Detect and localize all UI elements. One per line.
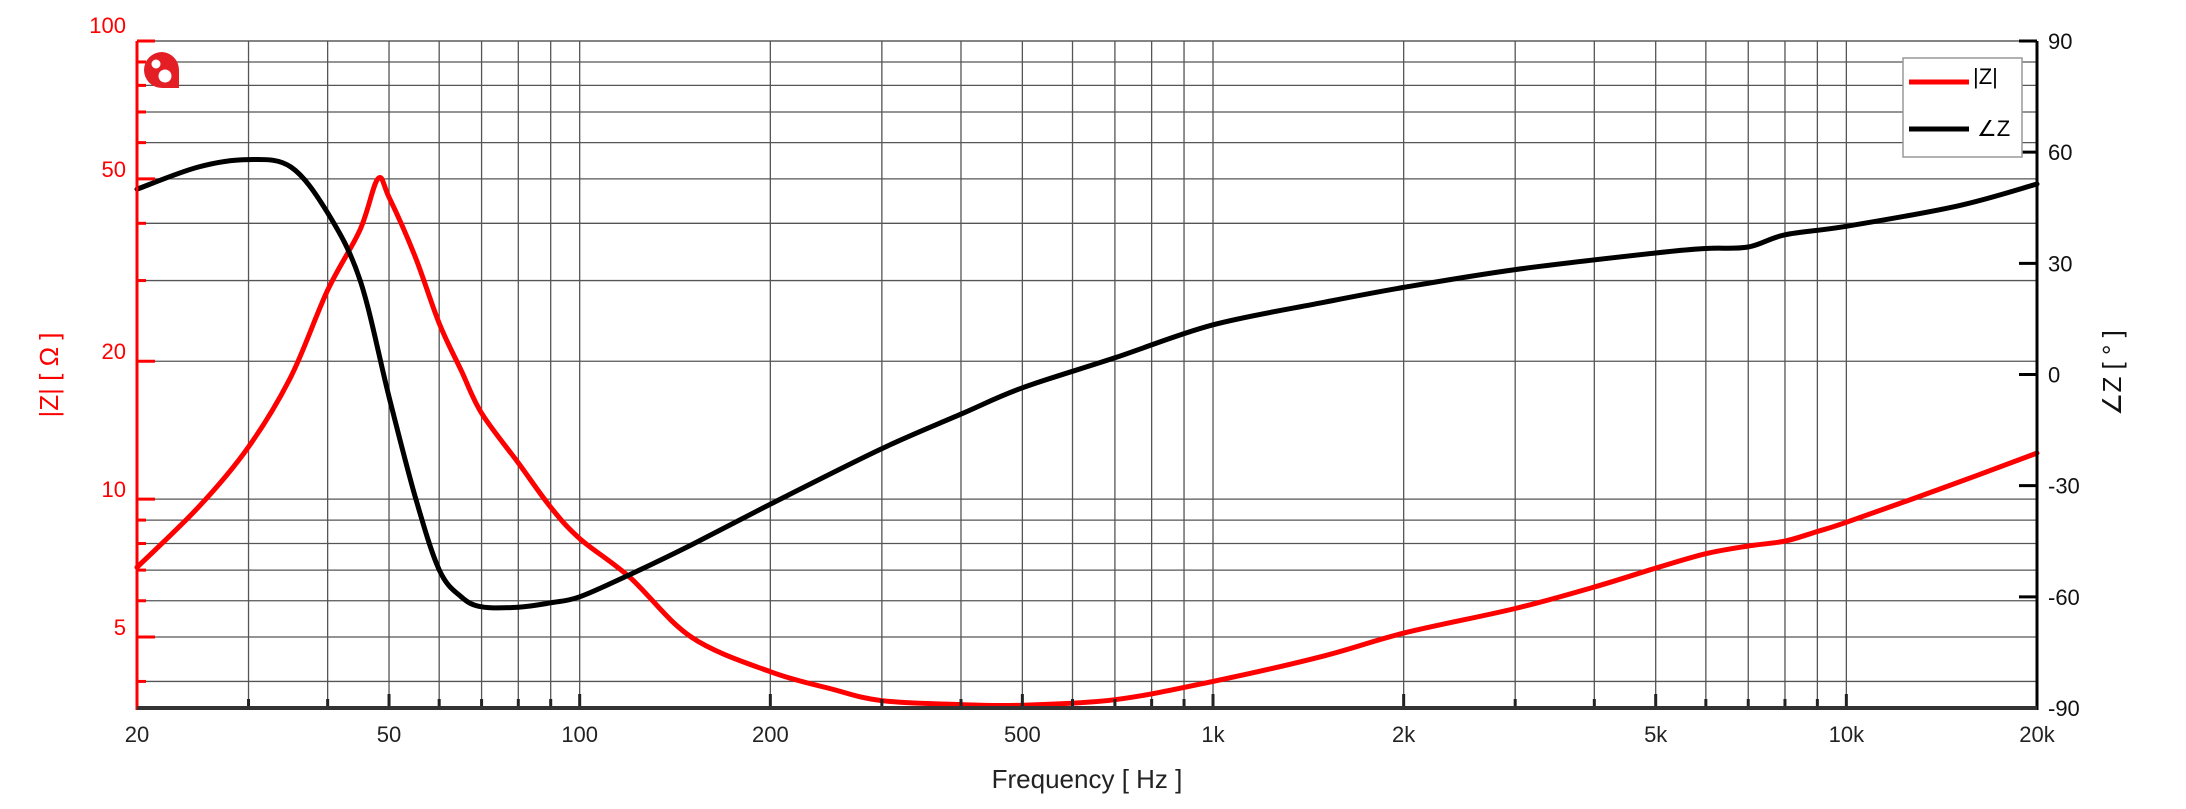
left-tick-label: 10 [102,477,126,502]
x-tick-label: 10k [1829,722,1865,747]
x-tick-label: 100 [561,722,598,747]
brand-logo-icon [144,52,180,88]
x-tick-label: 20k [2019,722,2055,747]
tick-labels: 90 60 30 0 -30 -60 -90 20 50 100 200 500 1k 2k 5k 10k 20… [89,13,2080,747]
right-axis-title: ∠Z [ ° ] [2097,330,2127,416]
impedance-curve [134,175,2040,709]
axes [135,39,2039,710]
right-tick-label: -30 [2048,474,2080,499]
right-tick-label: 90 [2048,29,2072,54]
left-tick-label: 20 [102,339,126,364]
legend: |Z| ∠Z [1902,57,2023,158]
right-tick-label: -60 [2048,585,2080,610]
right-tick-label: 60 [2048,140,2072,165]
x-tick-label: 5k [1644,722,1668,747]
x-axis-title: Frequency [ Hz ] [992,764,1183,794]
legend-phase-label: ∠Z [1977,116,2010,141]
x-tick-label: 20 [125,722,149,747]
left-tick-label: 50 [102,157,126,182]
x-tick-label: 500 [1004,722,1041,747]
left-axis-title: |Z| [ Ω ] [34,333,64,418]
right-tick-label: -90 [2048,696,2080,721]
left-tick-label: 100 [89,13,126,38]
x-tick-label: 2k [1392,722,1416,747]
left-tick-label: 5 [114,615,126,640]
data-curves [134,157,2040,709]
right-tick-label: 0 [2048,363,2060,388]
x-tick-label: 1k [1201,722,1225,747]
right-tick-label: 30 [2048,251,2072,276]
x-tick-label: 200 [752,722,789,747]
phase-curve [134,157,2040,611]
x-tick-label: 50 [377,722,401,747]
grid-lines [137,40,2037,708]
legend-impedance-label: |Z| [1973,64,1998,89]
